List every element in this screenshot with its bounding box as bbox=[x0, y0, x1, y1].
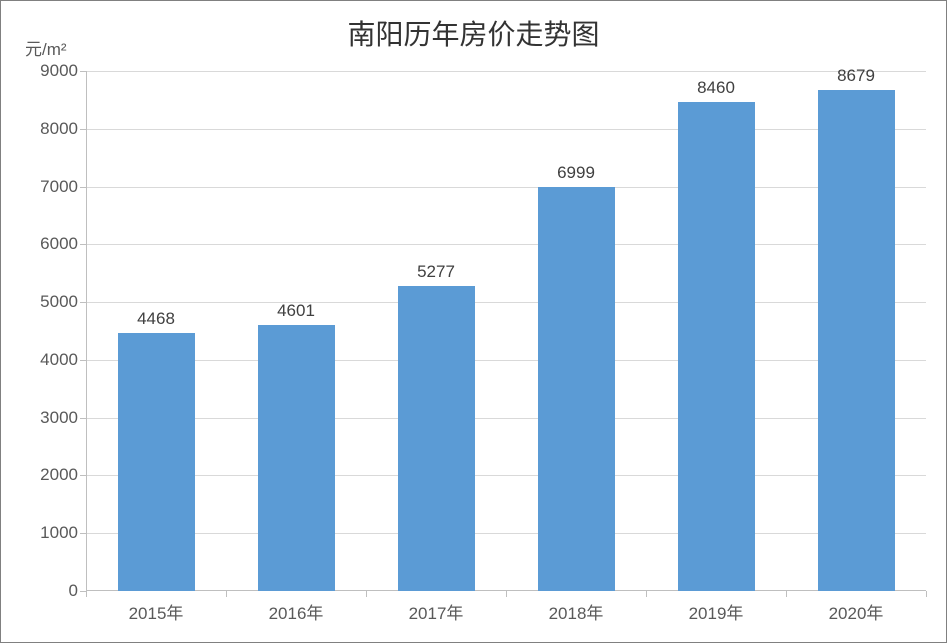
gridline bbox=[86, 187, 926, 188]
y-axis-line bbox=[86, 71, 87, 591]
bar-value-label: 4601 bbox=[258, 301, 335, 321]
x-tick-mark bbox=[646, 591, 647, 597]
x-tick-label: 2018年 bbox=[549, 599, 604, 624]
x-tick-label: 2020年 bbox=[829, 599, 884, 624]
y-tick-label: 7000 bbox=[40, 177, 78, 197]
x-tick-label: 2019年 bbox=[689, 599, 744, 624]
y-tick-label: 5000 bbox=[40, 292, 78, 312]
bar-value-label: 8460 bbox=[678, 78, 755, 98]
x-tick-mark bbox=[86, 591, 87, 597]
gridline bbox=[86, 302, 926, 303]
y-axis-unit: 元/m² bbox=[25, 35, 67, 60]
y-tick-label: 6000 bbox=[40, 234, 78, 254]
y-tick-label: 9000 bbox=[40, 61, 78, 81]
gridline bbox=[86, 418, 926, 419]
gridline bbox=[86, 360, 926, 361]
bar: 8679 bbox=[818, 90, 895, 591]
gridline bbox=[86, 244, 926, 245]
y-tick-label: 2000 bbox=[40, 465, 78, 485]
chart-title: 南阳历年房价走势图 bbox=[1, 13, 946, 53]
x-tick-mark bbox=[226, 591, 227, 597]
chart-container: 南阳历年房价走势图 元/m² 0100020003000400050006000… bbox=[0, 0, 947, 643]
plot-area: 0100020003000400050006000700080009000446… bbox=[86, 71, 926, 591]
x-tick-mark bbox=[926, 591, 927, 597]
bar: 4468 bbox=[118, 333, 195, 591]
x-tick-mark bbox=[366, 591, 367, 597]
bar: 8460 bbox=[678, 102, 755, 591]
y-tick-label: 0 bbox=[69, 581, 78, 601]
bar: 6999 bbox=[538, 187, 615, 591]
bar-value-label: 6999 bbox=[538, 163, 615, 183]
bar-value-label: 5277 bbox=[398, 262, 475, 282]
x-tick-label: 2017年 bbox=[409, 599, 464, 624]
bar: 5277 bbox=[398, 286, 475, 591]
bar-value-label: 8679 bbox=[818, 66, 895, 86]
y-tick-label: 4000 bbox=[40, 350, 78, 370]
y-tick-label: 1000 bbox=[40, 523, 78, 543]
y-tick-label: 8000 bbox=[40, 119, 78, 139]
x-tick-label: 2015年 bbox=[129, 599, 184, 624]
y-tick-label: 3000 bbox=[40, 408, 78, 428]
gridline bbox=[86, 71, 926, 72]
x-tick-mark bbox=[506, 591, 507, 597]
bar: 4601 bbox=[258, 325, 335, 591]
x-tick-mark bbox=[786, 591, 787, 597]
gridline bbox=[86, 475, 926, 476]
bar-value-label: 4468 bbox=[118, 309, 195, 329]
gridline bbox=[86, 129, 926, 130]
gridline bbox=[86, 533, 926, 534]
x-tick-label: 2016年 bbox=[269, 599, 324, 624]
